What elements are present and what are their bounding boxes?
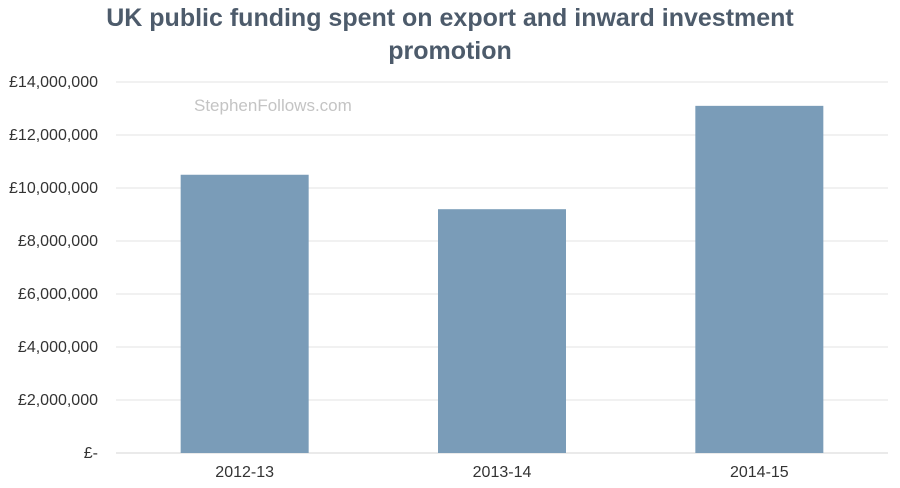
watermark: StephenFollows.com: [194, 96, 352, 115]
y-axis-tick-labels: £- £2,000,000 £4,000,000 £6,000,000 £8,000,0…: [9, 74, 98, 462]
y-tick-label: £8,000,000: [18, 233, 98, 250]
y-tick-label: £12,000,000: [9, 127, 98, 144]
x-tick-label: 2012-13: [215, 464, 274, 481]
bars: [180, 105, 824, 453]
x-axis-tick-labels: 2012-13 2013-14 2014-15: [215, 464, 788, 481]
bar-2012-13: [180, 174, 309, 453]
y-tick-label: £10,000,000: [9, 180, 98, 197]
y-tick-label: £-: [84, 445, 98, 462]
x-tick-label: 2014-15: [730, 464, 789, 481]
y-tick-label: £2,000,000: [18, 392, 98, 409]
x-tick-label: 2013-14: [473, 464, 532, 481]
y-tick-label: £4,000,000: [18, 339, 98, 356]
chart-title-line-1: UK public funding spent on export and in…: [106, 4, 794, 32]
chart-title: UK public funding spent on export and in…: [0, 2, 900, 68]
bar-2014-15: [695, 105, 824, 453]
y-tick-label: £14,000,000: [9, 74, 98, 91]
bar-2013-14: [438, 209, 566, 453]
y-tick-label: £6,000,000: [18, 286, 98, 303]
chart-title-line-2: promotion: [388, 37, 512, 65]
